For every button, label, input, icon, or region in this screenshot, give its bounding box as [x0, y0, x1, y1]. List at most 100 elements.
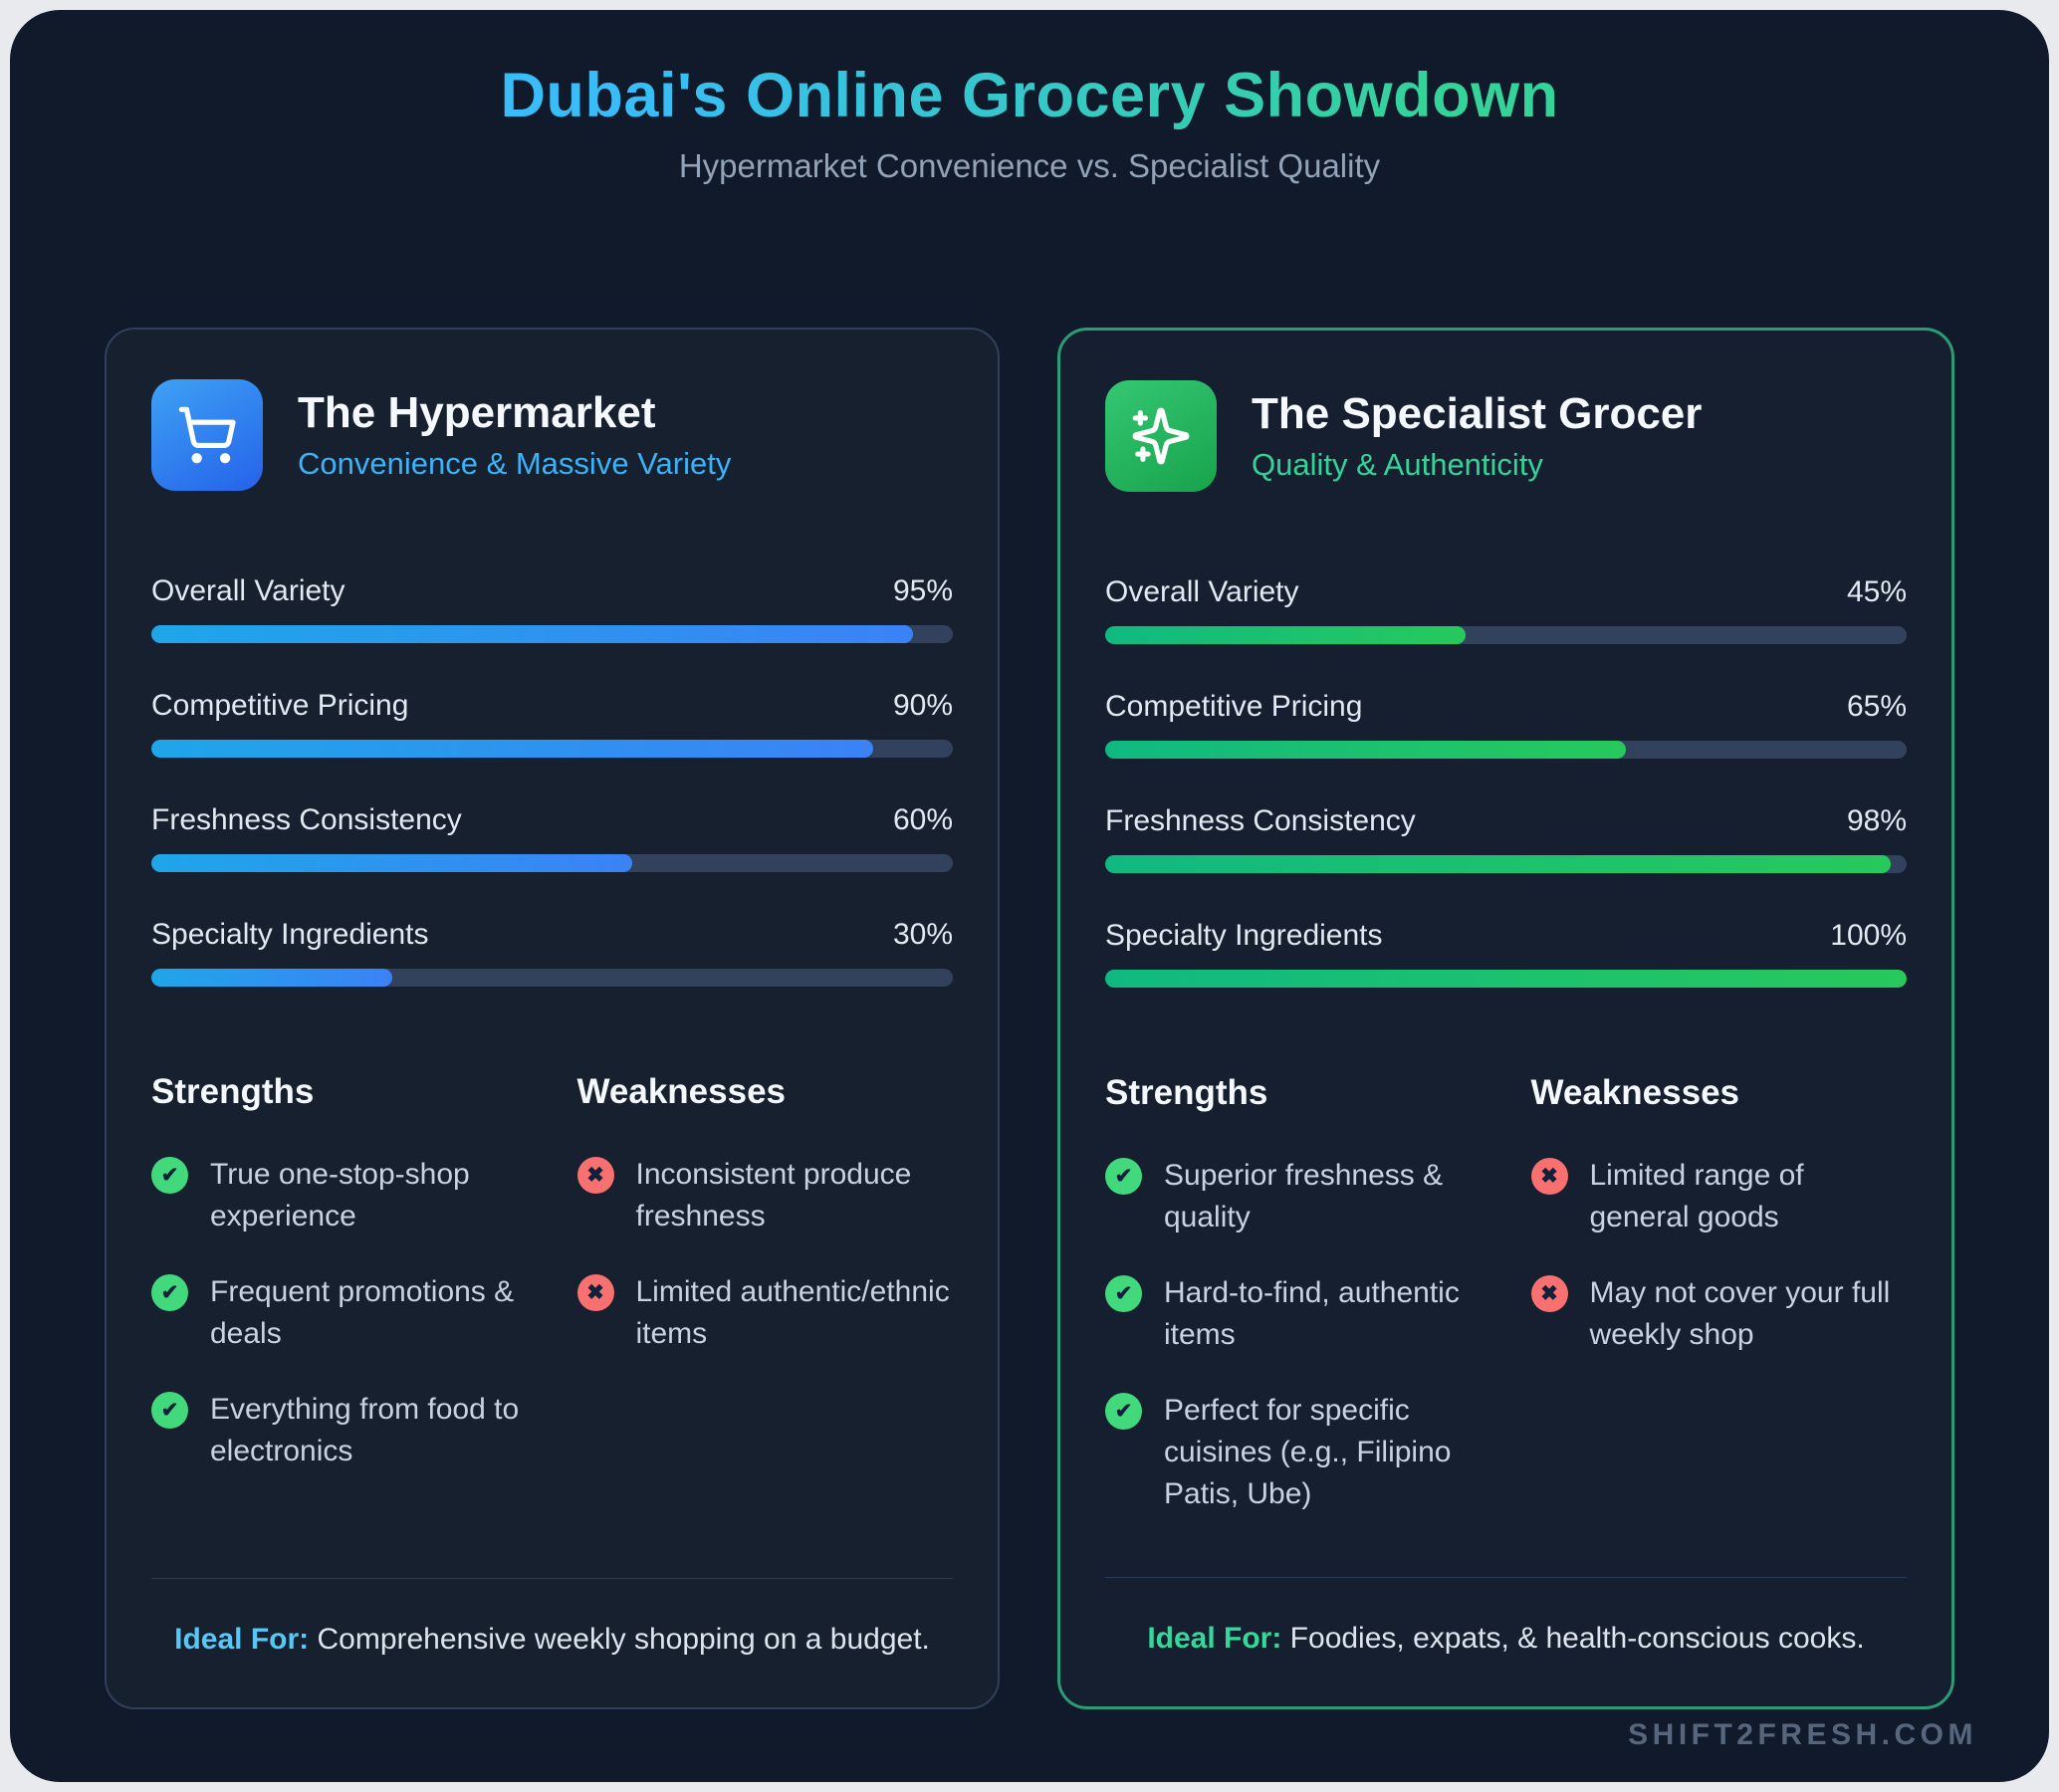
metric-fill [1105, 626, 1467, 644]
list-item: ✔ Hard-to-find, authentic items [1105, 1272, 1482, 1356]
specialist-tagline: Quality & Authenticity [1252, 447, 1543, 482]
metric-label: Specialty Ingredients [151, 918, 429, 951]
cross-icon: ✖ [1530, 1275, 1568, 1312]
strengths-column: Strengths ✔ Superior freshness & quality… [1105, 1073, 1482, 1549]
ideal-for-label: Ideal For: [174, 1622, 310, 1656]
site-watermark: SHIFT2FRESH.COM [1628, 1718, 1977, 1751]
metric-value: 98% [1846, 804, 1907, 837]
strengths-list: ✔ Superior freshness & quality ✔ Hard-to… [1105, 1155, 1482, 1515]
metric-fill [1105, 855, 1891, 873]
metric-label: Competitive Pricing [151, 689, 409, 722]
metric-value: 100% [1830, 919, 1907, 952]
list-item: ✔ Superior freshness & quality [1105, 1155, 1482, 1238]
metric-row: Overall Variety 95% [151, 574, 953, 643]
metric-track [1105, 741, 1907, 759]
check-icon: ✔ [1105, 1393, 1142, 1430]
hypermarket-ideal-for: Ideal For: Comprehensive weekly shopping… [151, 1577, 953, 1664]
shopping-cart-icon [151, 379, 263, 491]
weaknesses-heading: Weaknesses [576, 1072, 787, 1111]
metric-track [151, 969, 953, 987]
ideal-for-text: Comprehensive weekly shopping on a budge… [309, 1622, 930, 1656]
metric-fill [151, 625, 913, 643]
strength-text: Superior freshness & quality [1164, 1159, 1444, 1233]
metric-track [1105, 626, 1907, 644]
check-icon: ✔ [1105, 1158, 1142, 1195]
cross-icon: ✖ [576, 1274, 614, 1311]
metric-label: Specialty Ingredients [1105, 919, 1383, 952]
specialist-card: The Specialist Grocer Quality & Authenti… [1057, 328, 1954, 1709]
metric-row: Specialty Ingredients 30% [151, 918, 953, 987]
metric-fill [151, 854, 632, 872]
metric-label: Competitive Pricing [1105, 690, 1363, 723]
hypermarket-card-header: The Hypermarket Convenience & Massive Va… [151, 379, 953, 491]
list-item: ✔ Frequent promotions & deals [151, 1271, 528, 1355]
check-icon: ✔ [151, 1392, 188, 1429]
strength-text: Everything from food to electronics [210, 1393, 520, 1467]
hypermarket-card: The Hypermarket Convenience & Massive Va… [105, 328, 1000, 1709]
hypermarket-tagline: Convenience & Massive Variety [298, 446, 732, 481]
metric-value: 30% [892, 918, 953, 951]
weaknesses-list: ✖ Inconsistent produce freshness ✖ Limit… [576, 1154, 954, 1355]
sparkles-icon [1105, 380, 1217, 492]
list-item: ✖ May not cover your full weekly shop [1530, 1272, 1908, 1356]
cross-icon: ✖ [576, 1157, 614, 1194]
metric-track [1105, 855, 1907, 873]
specialist-strengths-weaknesses: Strengths ✔ Superior freshness & quality… [1105, 1073, 1907, 1549]
strengths-heading: Strengths [151, 1072, 315, 1111]
strengths-column: Strengths ✔ True one-stop-shop experienc… [151, 1072, 528, 1506]
metric-value: 90% [892, 689, 953, 722]
strength-text: True one-stop-shop experience [210, 1158, 470, 1232]
metric-row: Freshness Consistency 60% [151, 803, 953, 872]
list-item: ✔ Perfect for specific cuisines (e.g., F… [1105, 1390, 1482, 1515]
check-icon: ✔ [1105, 1275, 1142, 1312]
weakness-text: Inconsistent produce freshness [635, 1158, 912, 1232]
page-subtitle: Hypermarket Convenience vs. Specialist Q… [678, 147, 1381, 184]
specialist-card-titles: The Specialist Grocer Quality & Authenti… [1252, 389, 1702, 483]
strengths-list: ✔ True one-stop-shop experience ✔ Freque… [151, 1154, 528, 1472]
weakness-text: Limited range of general goods [1589, 1159, 1804, 1233]
ideal-for-label: Ideal For: [1147, 1621, 1282, 1655]
metric-track [151, 740, 953, 758]
weaknesses-column: Weaknesses ✖ Limited range of general go… [1530, 1073, 1908, 1549]
cross-icon: ✖ [1530, 1158, 1568, 1195]
metric-row: Specialty Ingredients 100% [1105, 919, 1907, 988]
weaknesses-list: ✖ Limited range of general goods ✖ May n… [1530, 1155, 1908, 1356]
metric-value: 65% [1846, 690, 1907, 723]
list-item: ✖ Limited range of general goods [1530, 1155, 1908, 1238]
specialist-card-header: The Specialist Grocer Quality & Authenti… [1105, 380, 1907, 492]
page-header: Dubai's Online Grocery Showdown Hypermar… [10, 10, 2049, 185]
weakness-text: May not cover your full weekly shop [1589, 1276, 1891, 1351]
metric-value: 95% [892, 574, 953, 607]
list-item: ✖ Inconsistent produce freshness [576, 1154, 954, 1237]
metric-track [151, 854, 953, 872]
ideal-for-text: Foodies, expats, & health-conscious cook… [1281, 1621, 1865, 1655]
metric-row: Competitive Pricing 90% [151, 689, 953, 758]
specialist-ideal-for: Ideal For: Foodies, expats, & health-con… [1105, 1576, 1907, 1663]
metric-row: Overall Variety 45% [1105, 575, 1907, 644]
check-icon: ✔ [151, 1274, 188, 1311]
metric-value: 60% [892, 803, 953, 836]
page-title: Dubai's Online Grocery Showdown [500, 61, 1559, 130]
metric-row: Competitive Pricing 65% [1105, 690, 1907, 759]
metric-track [1105, 970, 1907, 988]
metric-fill [151, 969, 392, 987]
specialist-title: The Specialist Grocer [1252, 389, 1703, 438]
metric-label: Overall Variety [151, 574, 345, 607]
metric-label: Overall Variety [1105, 575, 1299, 608]
metric-fill [1105, 970, 1907, 988]
hypermarket-card-titles: The Hypermarket Convenience & Massive Va… [298, 388, 731, 482]
comparison-cards: The Hypermarket Convenience & Massive Va… [105, 328, 1954, 1709]
list-item: ✔ True one-stop-shop experience [151, 1154, 528, 1237]
metric-track [151, 625, 953, 643]
check-icon: ✔ [151, 1157, 188, 1194]
hypermarket-title: The Hypermarket [298, 388, 656, 437]
weaknesses-heading: Weaknesses [1530, 1073, 1740, 1112]
metric-fill [151, 740, 873, 758]
list-item: ✔ Everything from food to electronics [151, 1389, 528, 1472]
strength-text: Perfect for specific cuisines (e.g., Fil… [1164, 1394, 1452, 1510]
weakness-text: Limited authentic/ethnic items [635, 1275, 950, 1350]
strength-text: Hard-to-find, authentic items [1164, 1276, 1460, 1351]
infographic-frame: Dubai's Online Grocery Showdown Hypermar… [10, 10, 2049, 1782]
metric-label: Freshness Consistency [151, 803, 462, 836]
metric-row: Freshness Consistency 98% [1105, 804, 1907, 873]
